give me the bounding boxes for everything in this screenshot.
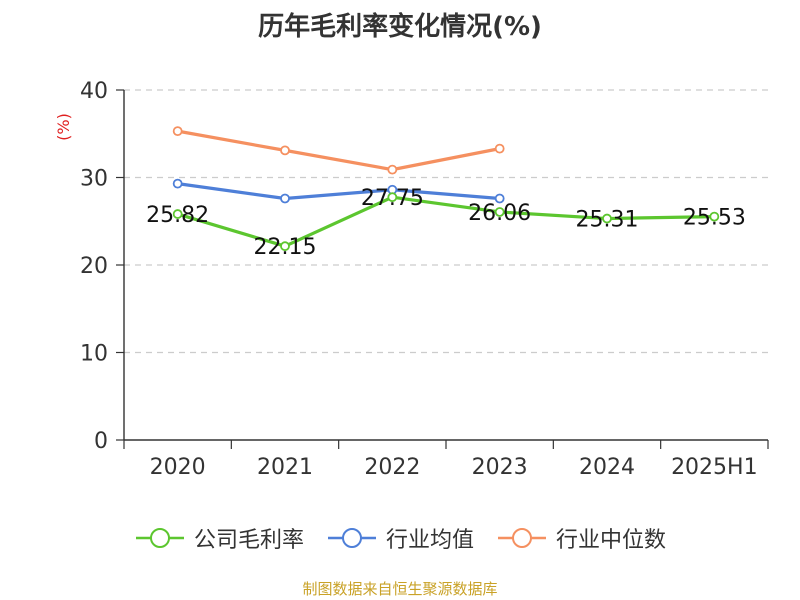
- data-labels: 25.82 22.15 27.75 26.06 25.31 25.53: [146, 186, 746, 260]
- data-point-1-5: [709, 211, 720, 222]
- legend-item-3[interactable]: 行业中位数: [496, 522, 666, 554]
- data-label-4: 25.31: [576, 208, 639, 233]
- y-tick-label-10: 10: [80, 342, 108, 367]
- x-tick-label-2025H1: 2025H1: [671, 455, 758, 480]
- data-point-1-1: [280, 241, 290, 252]
- legend-marker-icon: [135, 528, 184, 548]
- legend-label: 行业均值: [385, 528, 474, 553]
- x-tick-label-2023: 2023: [472, 455, 528, 480]
- series-2: [172, 178, 505, 204]
- x-tick-label-2020: 2020: [150, 455, 206, 480]
- data-point-2-0: [172, 178, 183, 189]
- y-axis-title: (%): [54, 113, 73, 141]
- data-label-0: 25.82: [146, 203, 209, 228]
- x-tick-label-2024: 2024: [579, 455, 635, 480]
- legend: 公司毛利率 行业均值 行业中位数: [0, 518, 800, 558]
- data-label-1: 22.15: [254, 235, 317, 260]
- series-line-1: [177, 195, 715, 248]
- legend-marker-icon: [327, 528, 376, 548]
- series-line-3: [177, 129, 500, 172]
- data-point-3-3: [494, 143, 505, 154]
- data-label-5: 25.53: [683, 206, 746, 231]
- legend-label: 公司毛利率: [193, 528, 304, 553]
- series-1: [172, 192, 720, 252]
- legend-item-1[interactable]: 公司毛利率: [134, 522, 304, 554]
- source-note: 制图数据来自恒生聚源数据库: [302, 580, 498, 598]
- legend-label: 行业中位数: [556, 528, 667, 553]
- data-label-3: 26.06: [468, 201, 531, 226]
- data-point-1-2: [387, 192, 398, 203]
- data-point-3-2: [387, 164, 398, 175]
- y-tick-label-0: 0: [94, 429, 108, 454]
- y-tick-label-40: 40: [80, 79, 108, 104]
- data-point-1-3: [494, 207, 505, 217]
- legend-item-2[interactable]: 行业均值: [326, 522, 474, 554]
- series-3: [172, 126, 505, 175]
- data-point-1-0: [172, 209, 183, 219]
- y-tick-label-30: 30: [80, 167, 108, 192]
- y-tick-label-20: 20: [80, 254, 108, 279]
- grid-lines: [124, 89, 768, 354]
- chart-title: 历年毛利率变化情况(%): [258, 12, 542, 42]
- axes: 0 10 20 30 40 (%) 2020 2021 2022 2023 2024 2025H1: [54, 79, 769, 480]
- series-lines: [172, 126, 720, 252]
- data-label-2: 27.75: [361, 186, 424, 211]
- data-point-3-0: [172, 126, 183, 137]
- x-tick-label-2022: 2022: [364, 455, 420, 480]
- series-line-2: [177, 182, 500, 201]
- data-point-2-3: [494, 193, 505, 204]
- x-tick-label-2021: 2021: [257, 455, 313, 480]
- data-point-3-1: [280, 145, 290, 156]
- data-point-1-4: [602, 213, 612, 224]
- legend-marker-icon: [498, 528, 546, 548]
- data-point-2-1: [280, 193, 290, 204]
